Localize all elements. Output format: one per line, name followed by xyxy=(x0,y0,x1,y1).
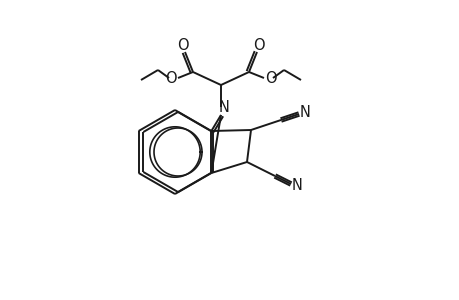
Text: N: N xyxy=(299,104,310,119)
Text: O: O xyxy=(264,70,276,86)
Text: N: N xyxy=(291,178,302,194)
Text: O: O xyxy=(252,38,264,52)
Text: O: O xyxy=(165,70,176,86)
Text: O: O xyxy=(177,38,188,52)
Text: N: N xyxy=(218,100,229,115)
